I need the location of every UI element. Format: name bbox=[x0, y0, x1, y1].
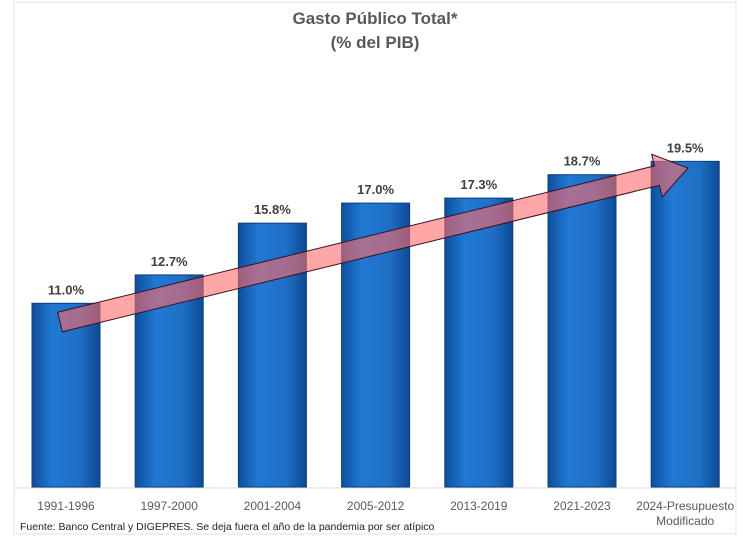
x-tick-label: 1997-2000 bbox=[141, 499, 199, 513]
x-tick-label: 2001-2004 bbox=[244, 499, 302, 513]
x-tick-label: 1991-1996 bbox=[37, 499, 95, 513]
x-tick-label: 2021-2023 bbox=[553, 499, 611, 513]
bar bbox=[650, 160, 720, 488]
data-label: 19.5% bbox=[667, 140, 704, 155]
data-label: 12.7% bbox=[151, 254, 188, 269]
trend-arrow bbox=[57, 153, 689, 333]
chart-frame bbox=[13, 1, 737, 535]
data-label: 17.0% bbox=[357, 182, 394, 197]
bar bbox=[547, 174, 617, 488]
data-label: 15.8% bbox=[254, 202, 291, 217]
bar bbox=[444, 197, 514, 488]
data-label: 18.7% bbox=[564, 154, 601, 169]
x-tick-label: 2005-2012 bbox=[347, 499, 405, 513]
source-note: Fuente: Banco Central y DIGEPRES. Se dej… bbox=[20, 521, 435, 533]
data-label: 11.0% bbox=[48, 282, 85, 297]
chart-title: Gasto Público Total* bbox=[293, 9, 458, 28]
bar bbox=[31, 302, 101, 488]
x-tick-label: 2024-Presupuesto Modificado bbox=[636, 499, 734, 528]
x-tick-label: 2013-2019 bbox=[450, 499, 508, 513]
data-label: 17.3% bbox=[460, 177, 497, 192]
chart-subtitle: (% del PIB) bbox=[331, 33, 420, 52]
